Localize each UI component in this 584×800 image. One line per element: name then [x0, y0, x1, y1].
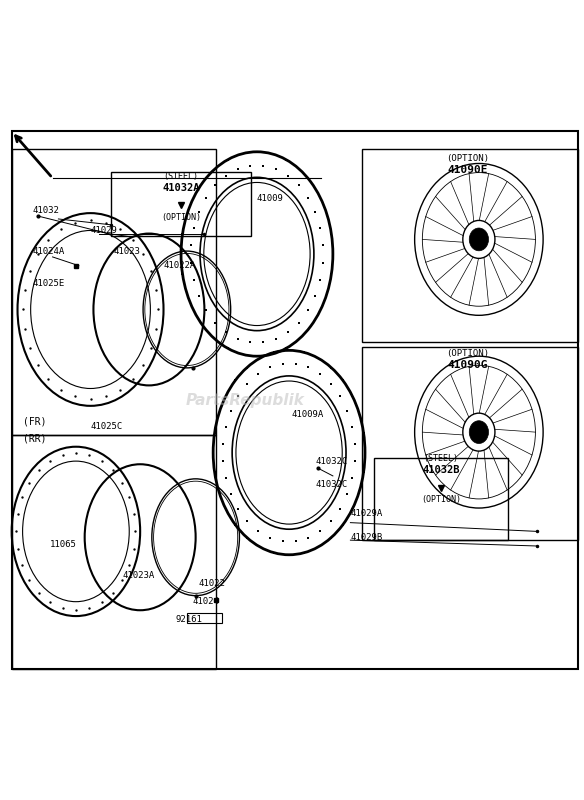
Text: 41029A: 41029A: [350, 510, 383, 518]
Ellipse shape: [463, 413, 495, 451]
Text: 41009: 41009: [257, 194, 284, 203]
Text: PartsRepublik: PartsRepublik: [186, 393, 305, 407]
Text: (OPTION): (OPTION): [446, 154, 489, 163]
Text: 11065: 11065: [50, 540, 77, 549]
Text: 41090E: 41090E: [447, 165, 488, 175]
Text: 41024: 41024: [193, 597, 220, 606]
Text: (OPTION): (OPTION): [446, 349, 489, 358]
Text: (RR): (RR): [23, 434, 47, 444]
Text: 41029B: 41029B: [350, 533, 383, 542]
Text: 41022: 41022: [199, 579, 225, 589]
Text: 41032B: 41032B: [422, 465, 460, 474]
Text: 41025C: 41025C: [91, 422, 123, 430]
Text: 41032A: 41032A: [162, 182, 200, 193]
Text: (OPTION): (OPTION): [421, 495, 461, 504]
Text: 41009A: 41009A: [292, 410, 324, 419]
Ellipse shape: [469, 228, 489, 250]
Text: 41023: 41023: [114, 246, 141, 255]
Text: 41032C: 41032C: [315, 457, 347, 466]
Text: (STEEL): (STEEL): [164, 172, 199, 181]
Text: 41090G: 41090G: [447, 360, 488, 370]
Text: 41022A: 41022A: [164, 261, 196, 270]
Text: 41032C: 41032C: [315, 480, 347, 489]
Text: 92161: 92161: [175, 614, 202, 623]
Ellipse shape: [469, 421, 489, 443]
Text: 41024A: 41024A: [32, 246, 64, 255]
Text: (FR): (FR): [23, 416, 47, 426]
Ellipse shape: [463, 221, 495, 258]
Text: (OPTION): (OPTION): [161, 213, 201, 222]
Text: 41025E: 41025E: [32, 278, 64, 288]
Text: 41029: 41029: [91, 226, 117, 235]
Text: (STEEL): (STEEL): [423, 454, 458, 463]
Text: 41032: 41032: [32, 206, 59, 214]
Text: 41023A: 41023A: [123, 570, 155, 580]
